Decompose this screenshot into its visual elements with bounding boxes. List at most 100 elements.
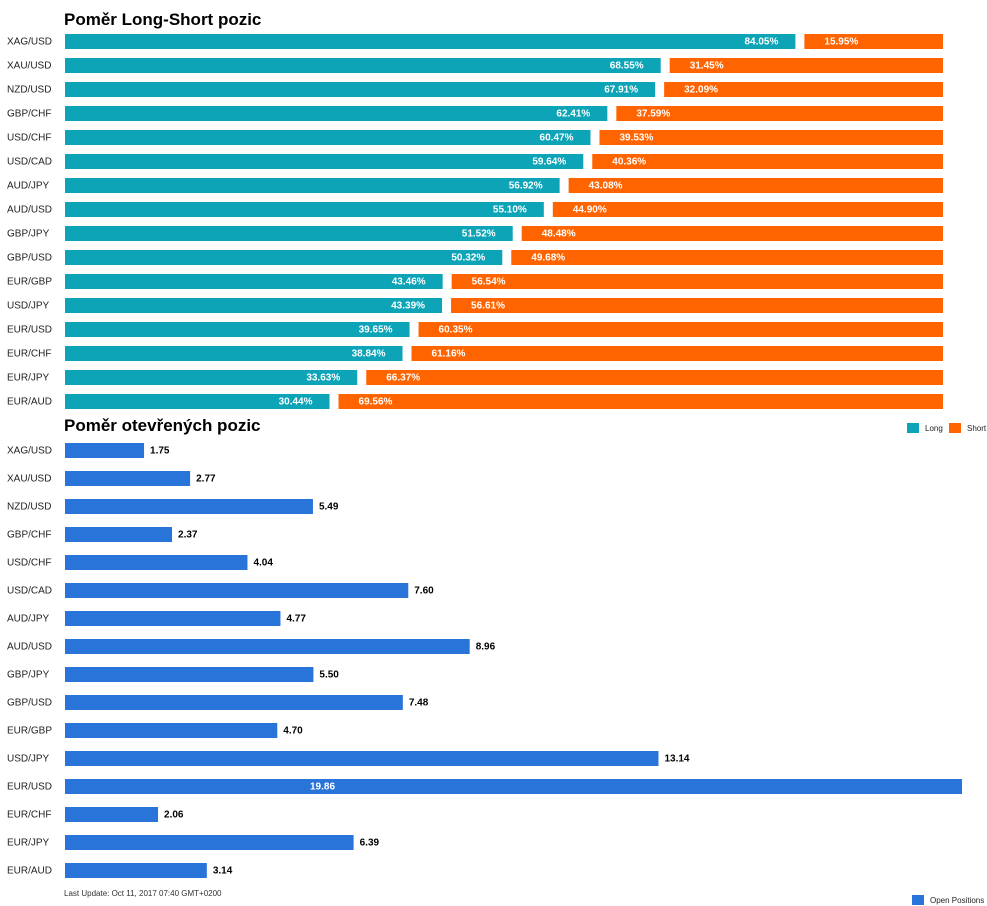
- category-label-eur-chf: EUR/CHF: [7, 349, 51, 360]
- open-value-label-usd-chf: 4.04: [253, 558, 273, 569]
- open-category-label-eur-jpy: EUR/JPY: [7, 838, 50, 849]
- long-value-label-aud-usd: 55.10%: [493, 205, 527, 216]
- open-category-label-xau-usd: XAU/USD: [7, 474, 51, 485]
- short-value-label-xag-usd: 15.95%: [824, 37, 858, 48]
- long-bar-eur-jpy: [65, 370, 358, 385]
- legend-short-label: Short: [967, 423, 987, 433]
- long-value-label-eur-aud: 30.44%: [279, 397, 313, 408]
- open-value-label-eur-gbp: 4.70: [283, 726, 303, 737]
- long-bar-usd-jpy: [65, 298, 443, 313]
- open-category-label-usd-cad: USD/CAD: [7, 586, 52, 597]
- open-bar-gbp-jpy: [65, 667, 314, 682]
- open-value-label-gbp-jpy: 5.50: [319, 670, 339, 681]
- open-bar-eur-usd: [65, 779, 962, 794]
- category-label-aud-usd: AUD/USD: [7, 205, 52, 216]
- open-bar-aud-usd: [65, 639, 470, 654]
- open-bar-usd-cad: [65, 583, 409, 598]
- short-value-label-eur-usd: 60.35%: [439, 325, 473, 336]
- open-bar-xag-usd: [65, 443, 145, 458]
- open-category-label-nzd-usd: NZD/USD: [7, 502, 51, 513]
- long-short-chart-title: Poměr Long-Short pozic: [64, 10, 262, 29]
- long-bar-eur-usd: [65, 322, 410, 337]
- category-label-eur-gbp: EUR/GBP: [7, 277, 52, 288]
- open-bar-usd-jpy: [65, 751, 659, 766]
- long-value-label-usd-cad: 59.64%: [532, 157, 566, 168]
- category-label-xau-usd: XAU/USD: [7, 61, 51, 72]
- short-bar-xau-usd: [669, 58, 943, 73]
- long-bar-gbp-chf: [65, 106, 608, 121]
- legend-long-swatch: [907, 423, 919, 433]
- open-category-label-aud-jpy: AUD/JPY: [7, 614, 50, 625]
- open-category-label-eur-chf: EUR/CHF: [7, 810, 51, 821]
- short-bar-aud-jpy: [568, 178, 943, 193]
- open-bar-usd-chf: [65, 555, 248, 570]
- open-value-label-usd-cad: 7.60: [414, 586, 434, 597]
- category-label-aud-jpy: AUD/JPY: [7, 181, 50, 192]
- open-value-label-eur-chf: 2.06: [164, 810, 184, 821]
- long-value-label-xau-usd: 68.55%: [610, 61, 644, 72]
- long-bar-nzd-usd: [65, 82, 656, 97]
- open-value-label-eur-usd: 19.86: [310, 782, 335, 793]
- short-bar-gbp-chf: [616, 106, 943, 121]
- short-value-label-usd-chf: 39.53%: [619, 133, 653, 144]
- short-bar-usd-cad: [592, 154, 943, 169]
- long-bar-gbp-jpy: [65, 226, 513, 241]
- short-value-label-gbp-chf: 37.59%: [636, 109, 670, 120]
- open-bar-gbp-usd: [65, 695, 403, 710]
- short-bar-nzd-usd: [664, 82, 943, 97]
- open-positions-chart-title: Poměr otevřených pozic: [64, 416, 261, 435]
- legend-open-swatch: [912, 895, 924, 905]
- open-bar-gbp-chf: [65, 527, 173, 542]
- long-bar-aud-jpy: [65, 178, 560, 193]
- short-value-label-aud-usd: 44.90%: [573, 205, 607, 216]
- short-bar-aud-usd: [552, 202, 943, 217]
- open-bar-eur-aud: [65, 863, 207, 878]
- open-bar-nzd-usd: [65, 499, 313, 514]
- long-bar-xag-usd: [65, 34, 796, 49]
- last-update-text: Last Update: Oct 11, 2017 07:40 GMT+0200: [64, 889, 222, 898]
- long-value-label-xag-usd: 84.05%: [744, 37, 778, 48]
- category-label-gbp-jpy: GBP/JPY: [7, 229, 50, 240]
- long-value-label-usd-jpy: 43.39%: [391, 301, 425, 312]
- short-bar-eur-aud: [338, 394, 944, 409]
- long-bar-eur-gbp: [65, 274, 443, 289]
- category-label-usd-jpy: USD/JPY: [7, 301, 50, 312]
- long-bar-gbp-usd: [65, 250, 503, 265]
- category-label-xag-usd: XAG/USD: [7, 37, 52, 48]
- long-bar-aud-usd: [65, 202, 544, 217]
- long-value-label-gbp-chf: 62.41%: [556, 109, 590, 120]
- open-bar-eur-chf: [65, 807, 159, 822]
- long-bar-usd-cad: [65, 154, 584, 169]
- open-category-label-aud-usd: AUD/USD: [7, 642, 52, 653]
- open-category-label-usd-jpy: USD/JPY: [7, 754, 50, 765]
- short-value-label-eur-chf: 61.16%: [432, 349, 466, 360]
- short-value-label-nzd-usd: 32.09%: [684, 85, 718, 96]
- long-short-ratio-chart: XAG/USD 84.05% 15.95% XAU/USD 68.55% 31.45% NZ…: [7, 34, 944, 409]
- open-bar-eur-jpy: [65, 835, 354, 850]
- long-bar-eur-chf: [65, 346, 403, 361]
- legend-open-label: Open Positions: [930, 895, 985, 905]
- open-category-label-xag-usd: XAG/USD: [7, 446, 52, 457]
- short-value-label-usd-jpy: 56.61%: [471, 301, 505, 312]
- short-bar-eur-chf: [411, 346, 943, 361]
- open-bar-xau-usd: [65, 471, 191, 486]
- legend-short: Short: [949, 423, 986, 433]
- category-label-eur-aud: EUR/AUD: [7, 397, 52, 408]
- open-category-label-usd-chf: USD/CHF: [7, 558, 51, 569]
- category-label-eur-usd: EUR/USD: [7, 325, 52, 336]
- short-bar-eur-usd: [418, 322, 944, 337]
- short-value-label-eur-jpy: 66.37%: [386, 373, 420, 384]
- open-value-label-usd-jpy: 13.14: [664, 754, 689, 765]
- open-category-label-eur-usd: EUR/USD: [7, 782, 52, 793]
- long-value-label-nzd-usd: 67.91%: [604, 85, 638, 96]
- open-value-label-nzd-usd: 5.49: [319, 502, 339, 513]
- long-value-label-usd-chf: 60.47%: [540, 133, 574, 144]
- short-bar-xag-usd: [804, 34, 943, 49]
- short-value-label-xau-usd: 31.45%: [690, 61, 724, 72]
- long-value-label-eur-jpy: 33.63%: [306, 373, 340, 384]
- long-value-label-aud-jpy: 56.92%: [509, 181, 543, 192]
- short-bar-gbp-jpy: [521, 226, 943, 241]
- category-label-gbp-usd: GBP/USD: [7, 253, 52, 264]
- long-value-label-eur-chf: 38.84%: [352, 349, 386, 360]
